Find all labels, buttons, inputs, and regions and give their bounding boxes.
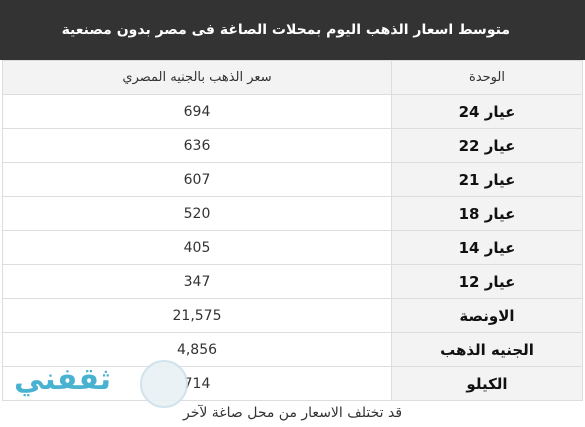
price-cell: 520 <box>2 196 392 231</box>
unit-cell: عيار 21 <box>391 162 583 197</box>
table-row: عيار 12 347 <box>2 264 583 299</box>
column-header: الوحدة <box>391 60 583 95</box>
table-row: عيار 14 405 <box>2 230 583 265</box>
price-cell: 21,575 <box>2 298 392 333</box>
price-table: الوحدة سعر الذهب بالجنيه المصري عيار 24 694… <box>2 60 583 401</box>
column-header: سعر الذهب بالجنيه المصري <box>2 60 392 95</box>
table-row: عيار 18 520 <box>2 196 583 231</box>
table-row: عيار 24 694 <box>2 94 583 129</box>
price-cell: 347 <box>2 264 392 299</box>
table-row: عيار 21 607 <box>2 162 583 197</box>
unit-cell: الكيلو <box>391 366 583 401</box>
price-cell: 714 <box>2 366 392 401</box>
table-row: الاونصة 21,575 <box>2 298 583 333</box>
header-row: الوحدة سعر الذهب بالجنيه المصري <box>2 60 583 95</box>
table-row: الجنيه الذهب 4,856 <box>2 332 583 367</box>
table-row: الكيلو 714 <box>2 366 583 401</box>
unit-cell: عيار 14 <box>391 230 583 265</box>
watermark: ثقفني <box>14 362 112 397</box>
unit-cell: الجنيه الذهب <box>391 332 583 367</box>
table-row: عيار 22 636 <box>2 128 583 163</box>
unit-cell: عيار 22 <box>391 128 583 163</box>
price-cell: 405 <box>2 230 392 265</box>
price-cell: 4,856 <box>2 332 392 367</box>
logo-icon <box>140 360 188 408</box>
unit-cell: عيار 24 <box>391 94 583 129</box>
price-cell: 636 <box>2 128 392 163</box>
price-cell: 607 <box>2 162 392 197</box>
price-cell: 694 <box>2 94 392 129</box>
footer-note: قد تختلف الاسعار من محل صاغة لآخر <box>182 405 403 421</box>
unit-cell: الاونصة <box>391 298 583 333</box>
unit-cell: عيار 18 <box>391 196 583 231</box>
title-bar: متوسط اسعار الذهب اليوم بمحلات الصاغة فى… <box>0 0 585 60</box>
unit-cell: عيار 12 <box>391 264 583 299</box>
